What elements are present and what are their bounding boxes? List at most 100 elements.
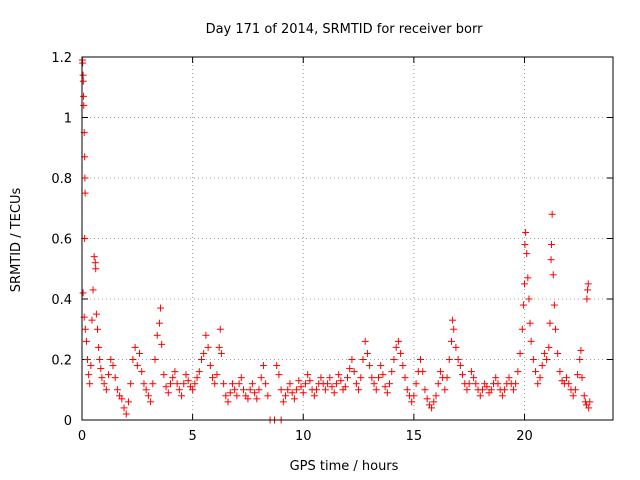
data-point — [554, 349, 562, 357]
data-point — [512, 380, 520, 388]
data-point — [113, 386, 121, 394]
data-point — [548, 210, 556, 218]
data-point — [529, 356, 537, 363]
data-point — [262, 380, 270, 388]
data-point — [478, 386, 486, 394]
data-point — [206, 362, 214, 370]
data-point — [518, 325, 526, 333]
data-point — [248, 380, 256, 388]
data-point — [421, 386, 429, 394]
data-point — [374, 374, 382, 382]
data-point — [178, 392, 186, 400]
data-point — [313, 386, 321, 394]
data-point — [355, 386, 363, 394]
data-point — [348, 356, 356, 363]
data-point — [574, 371, 582, 379]
data-point — [109, 362, 117, 370]
data-point — [92, 265, 100, 273]
data-point — [306, 377, 314, 385]
data-point — [456, 362, 464, 370]
data-point — [372, 386, 380, 394]
data-point — [217, 349, 225, 357]
data-point — [79, 289, 87, 297]
y-axis-label: SRMTID / TECUs — [9, 188, 24, 293]
data-point — [436, 368, 444, 376]
data-point — [509, 386, 517, 394]
data-point — [576, 356, 584, 363]
data-point — [79, 77, 87, 85]
data-point — [277, 386, 285, 394]
x-tick-label: 20 — [516, 429, 533, 444]
data-point — [275, 371, 283, 379]
data-point — [585, 404, 593, 412]
data-point — [370, 380, 378, 388]
data-point — [244, 395, 252, 403]
data-point — [401, 374, 409, 382]
data-point — [200, 349, 208, 357]
data-point — [282, 392, 290, 400]
data-point — [246, 386, 254, 394]
data-point — [288, 389, 296, 397]
data-point — [228, 380, 236, 388]
data-point — [410, 392, 418, 400]
data-point — [321, 386, 329, 394]
data-point — [155, 319, 163, 327]
data-point — [522, 228, 530, 236]
data-point — [580, 392, 588, 400]
data-point — [330, 389, 338, 397]
data-point — [547, 241, 555, 249]
data-point — [100, 380, 108, 388]
data-point — [483, 383, 491, 391]
data-point — [111, 374, 119, 382]
data-point — [430, 398, 438, 406]
data-point — [368, 374, 376, 382]
y-tick-label: 0.8 — [51, 172, 72, 187]
data-point — [216, 325, 224, 333]
y-tick-label: 0.6 — [51, 233, 72, 248]
data-point — [226, 389, 234, 397]
data-point — [498, 392, 506, 400]
data-point — [463, 386, 471, 394]
data-point — [102, 386, 110, 394]
data-point — [144, 392, 152, 400]
data-point — [524, 274, 532, 282]
data-point — [169, 374, 177, 382]
data-point — [290, 395, 298, 403]
y-tick-label: 0.2 — [51, 354, 72, 369]
data-point — [352, 380, 360, 388]
data-point — [237, 374, 245, 382]
data-point — [317, 374, 325, 382]
data-point — [519, 301, 527, 309]
data-point — [459, 371, 467, 379]
data-point — [337, 377, 345, 385]
data-point — [532, 368, 540, 376]
data-point — [359, 356, 367, 363]
data-point — [445, 356, 453, 363]
data-point — [577, 346, 585, 354]
data-point — [390, 356, 398, 363]
data-point — [286, 380, 294, 388]
data-point — [516, 349, 524, 357]
data-point — [501, 386, 509, 394]
data-point — [138, 368, 146, 376]
data-point — [295, 377, 303, 385]
data-point — [273, 362, 281, 370]
data-point — [470, 374, 478, 382]
data-point — [571, 386, 579, 394]
data-point — [443, 374, 451, 382]
data-point — [521, 241, 529, 249]
data-point — [80, 101, 88, 109]
data-point — [357, 374, 365, 382]
data-point — [79, 59, 87, 67]
data-point — [149, 380, 157, 388]
y-tick-label: 1.2 — [51, 51, 72, 66]
data-point — [450, 325, 458, 333]
data-point — [301, 380, 309, 388]
data-point — [251, 389, 259, 397]
data-point — [341, 383, 349, 391]
data-point — [419, 368, 427, 376]
data-point — [173, 380, 181, 388]
data-point — [527, 337, 535, 345]
data-point — [191, 380, 199, 388]
data-point — [441, 386, 449, 394]
